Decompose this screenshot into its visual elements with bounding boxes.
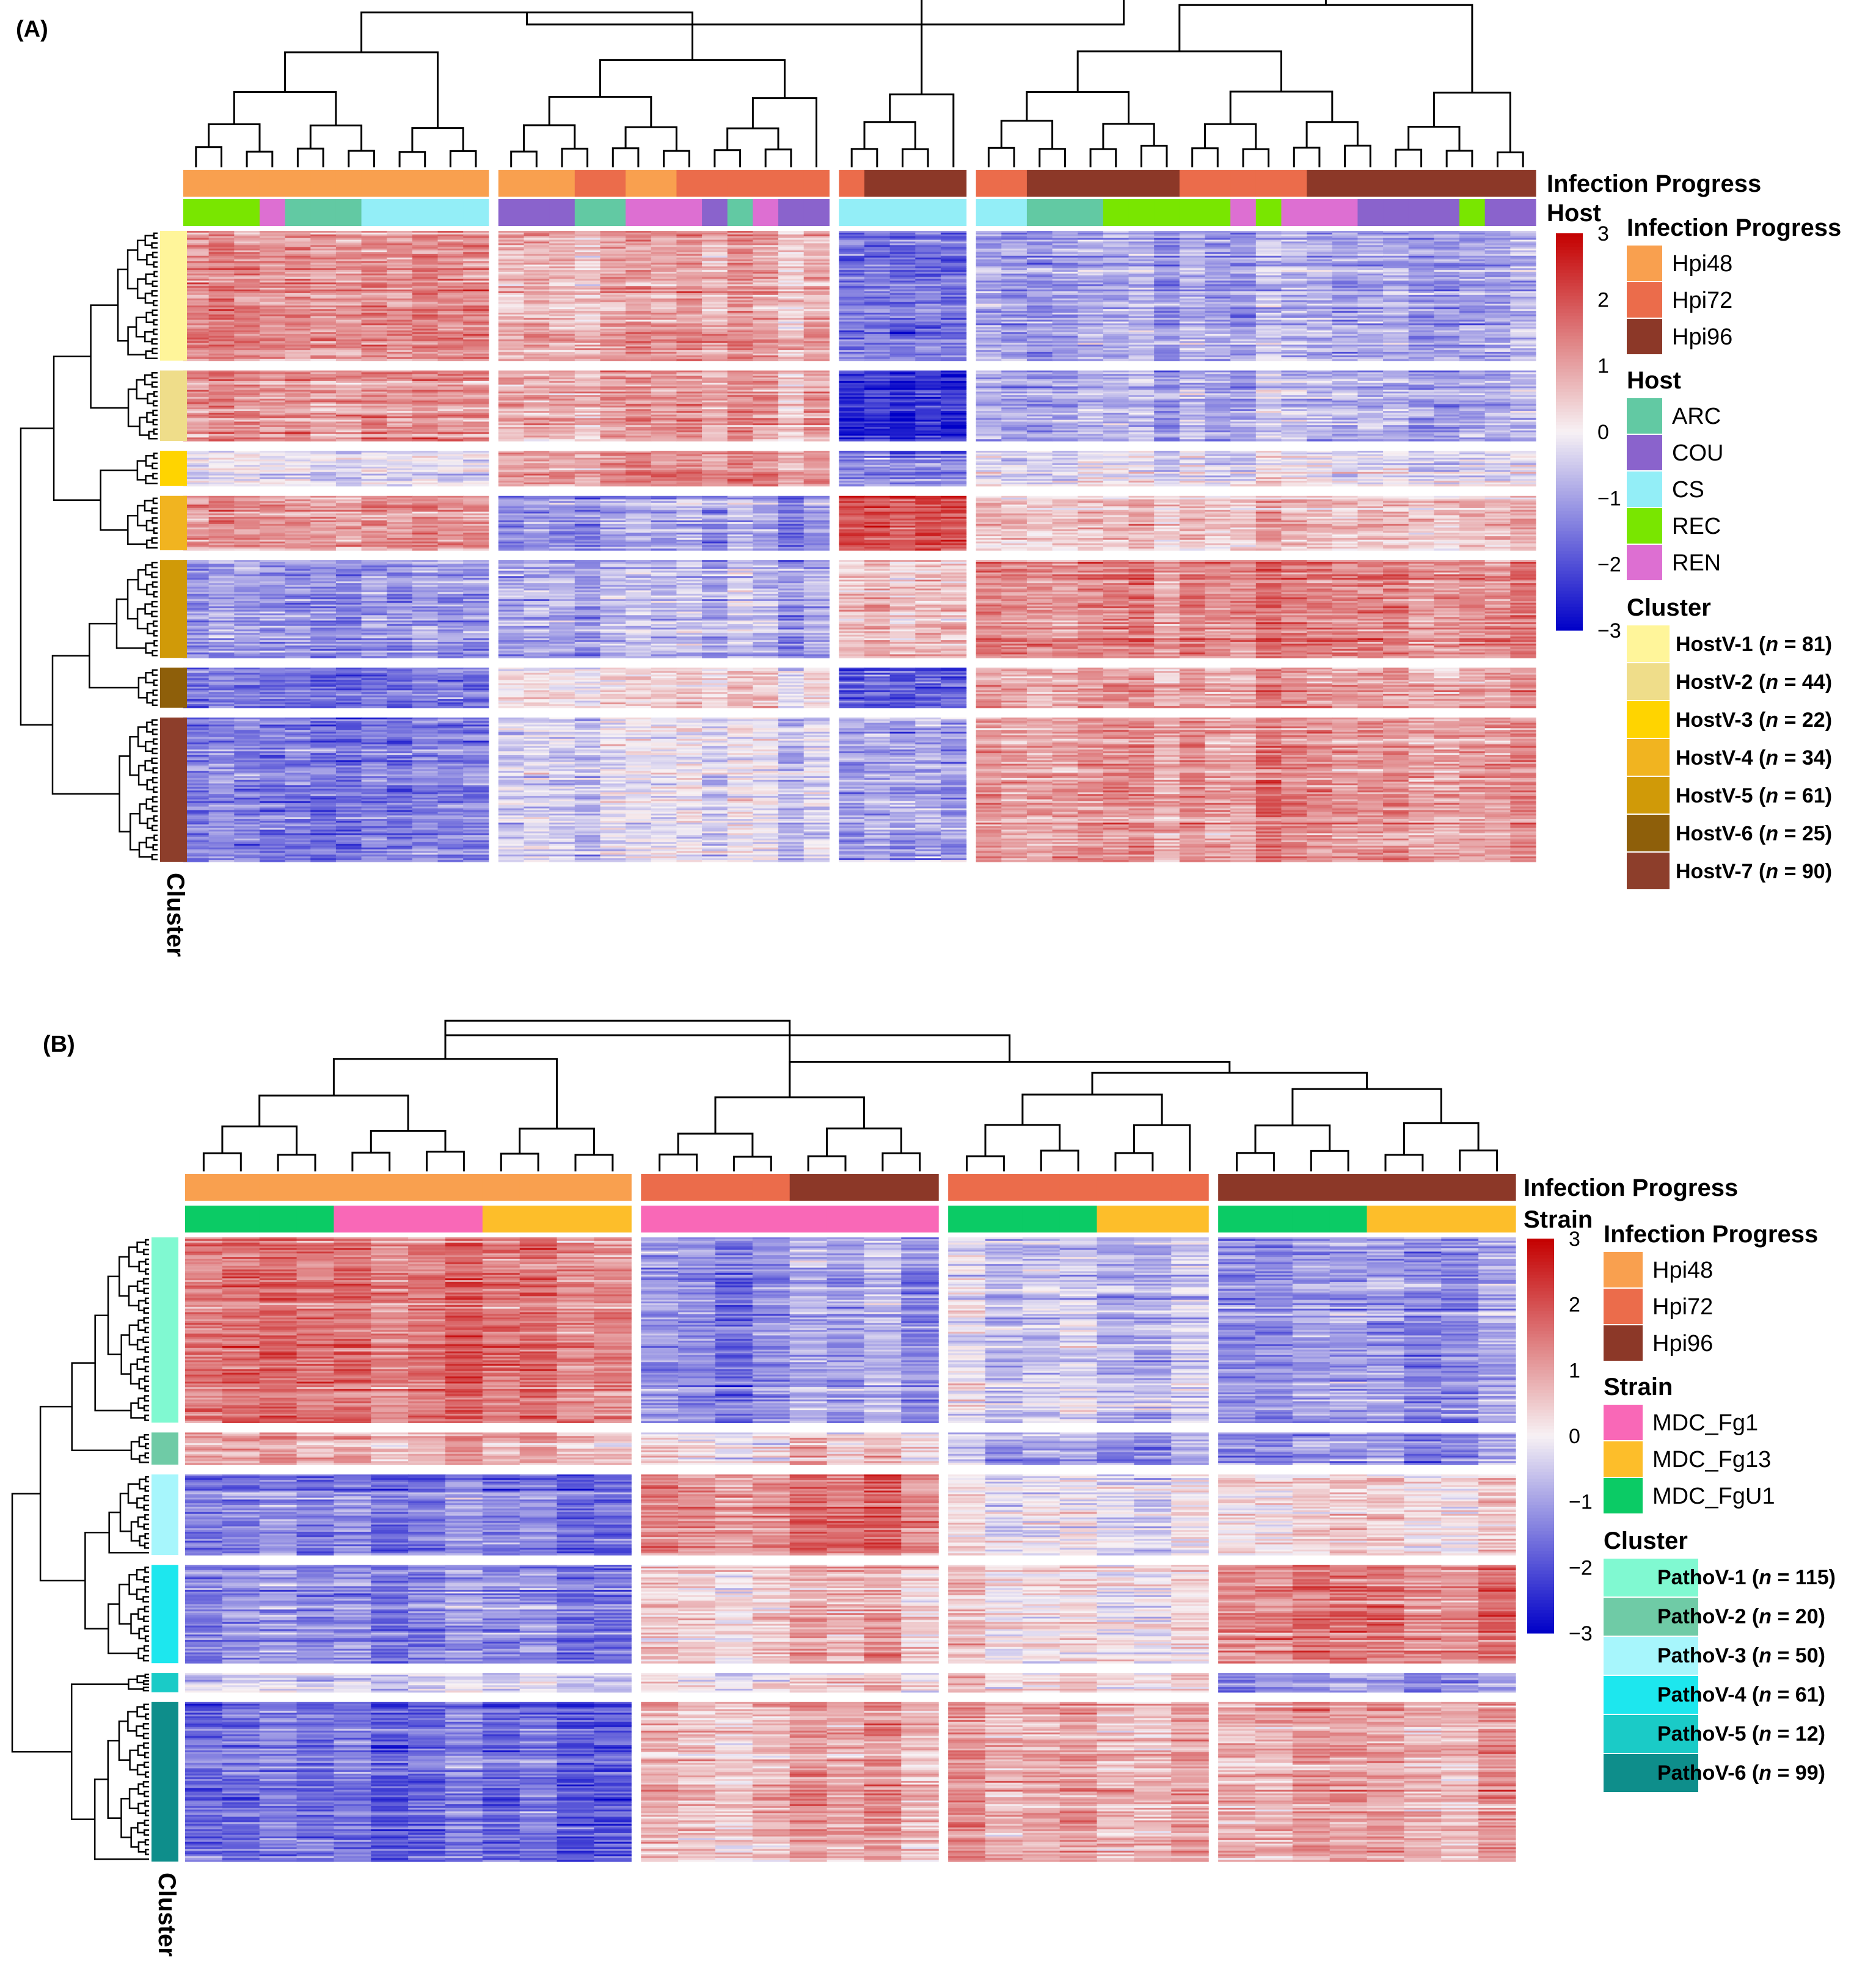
heatmap-cell bbox=[183, 860, 209, 862]
heatmap-cell bbox=[387, 439, 412, 441]
heatmap-cell bbox=[336, 359, 362, 362]
heatmap-cell bbox=[438, 706, 464, 708]
heatmap-cell bbox=[387, 484, 412, 486]
heatmap-cell bbox=[183, 548, 209, 550]
heatmap-cell bbox=[234, 860, 260, 862]
heatmap-cell bbox=[209, 706, 235, 708]
heatmap-cell bbox=[362, 439, 387, 441]
heatmap-cell bbox=[310, 860, 336, 862]
heatmap-cell bbox=[234, 706, 260, 708]
heatmap-cell bbox=[412, 860, 438, 862]
heatmap-cell bbox=[412, 548, 438, 550]
heatmap-cell bbox=[412, 484, 438, 486]
heatmap-cell bbox=[362, 656, 387, 658]
heatmap-cell bbox=[310, 548, 336, 550]
heatmap-cell bbox=[209, 656, 235, 658]
heatmap-cell bbox=[234, 359, 260, 362]
heatmap-cell bbox=[310, 484, 336, 486]
heatmap-cell bbox=[260, 656, 285, 658]
heatmap-cell bbox=[260, 439, 285, 441]
heatmap-cell bbox=[387, 706, 412, 708]
heatmap-cell bbox=[183, 706, 209, 708]
heatmap-cell bbox=[234, 439, 260, 441]
heatmap-cell bbox=[285, 484, 311, 486]
heatmap-cell bbox=[310, 656, 336, 658]
heatmap-cell bbox=[438, 860, 464, 862]
heatmap-cell bbox=[362, 706, 387, 708]
heatmap-cell bbox=[387, 548, 412, 550]
heatmap-cell bbox=[285, 656, 311, 658]
heatmap-cell bbox=[336, 706, 362, 708]
heatmap-cell bbox=[285, 706, 311, 708]
heatmap-cell bbox=[260, 548, 285, 550]
heatmap-cell bbox=[183, 439, 209, 441]
heatmap-cell bbox=[260, 860, 285, 862]
panel-a: (A)Infection ProgressHostCluster3210−1−2… bbox=[16, 0, 1841, 957]
heatmap-cell bbox=[234, 484, 260, 486]
heatmap-cell bbox=[463, 439, 489, 441]
heatmap-cell bbox=[463, 706, 489, 708]
heatmap-cell bbox=[362, 484, 387, 486]
heatmap-cell bbox=[438, 484, 464, 486]
heatmap-cell bbox=[285, 548, 311, 550]
heatmap-cell bbox=[387, 359, 412, 362]
heatmap-cell bbox=[336, 548, 362, 550]
heatmap-cell bbox=[412, 656, 438, 658]
heatmap-cell bbox=[463, 484, 489, 486]
heatmap-cell bbox=[336, 484, 362, 486]
heatmap-cell bbox=[260, 359, 285, 362]
heatmap-cell bbox=[412, 359, 438, 362]
heatmap-cell bbox=[438, 548, 464, 550]
panel-a-heatmap-body bbox=[183, 231, 1536, 862]
heatmap-cell bbox=[387, 860, 412, 862]
heatmap-cell bbox=[362, 860, 387, 862]
heatmap-cell bbox=[310, 439, 336, 441]
heatmap-cell bbox=[209, 860, 235, 862]
heatmap-cell bbox=[285, 359, 311, 362]
panel-a-panel-label: (A) bbox=[16, 16, 48, 42]
heatmap-cell bbox=[362, 548, 387, 550]
heatmap-cell bbox=[412, 706, 438, 708]
heatmap-cell bbox=[209, 439, 235, 441]
heatmap-cell bbox=[310, 359, 336, 362]
heatmap-cell bbox=[260, 484, 285, 486]
heatmap-cell bbox=[234, 548, 260, 550]
heatmap-cell bbox=[183, 359, 209, 362]
heatmap-cell bbox=[336, 439, 362, 441]
heatmap-cell bbox=[285, 860, 311, 862]
heatmap-cell bbox=[463, 548, 489, 550]
heatmap-cell bbox=[387, 656, 412, 658]
heatmap-cell bbox=[438, 656, 464, 658]
heatmap-cell bbox=[438, 359, 464, 362]
heatmap-cell bbox=[209, 548, 235, 550]
heatmap-cell bbox=[463, 359, 489, 362]
heatmap-cell bbox=[209, 484, 235, 486]
heatmap-cell bbox=[463, 860, 489, 862]
heatmap-cell bbox=[183, 484, 209, 486]
heatmap-cell bbox=[336, 656, 362, 658]
heatmap-cell bbox=[234, 656, 260, 658]
heatmap-cell bbox=[336, 860, 362, 862]
heatmap-cell bbox=[362, 359, 387, 362]
heatmap-cell bbox=[183, 656, 209, 658]
heatmap-cell bbox=[438, 439, 464, 441]
heatmap-cell bbox=[285, 439, 311, 441]
heatmap-cell bbox=[463, 656, 489, 658]
heatmap-cell bbox=[412, 439, 438, 441]
heatmap-cell bbox=[310, 706, 336, 708]
heatmap-cell bbox=[260, 706, 285, 708]
heatmap-cell bbox=[209, 359, 235, 362]
